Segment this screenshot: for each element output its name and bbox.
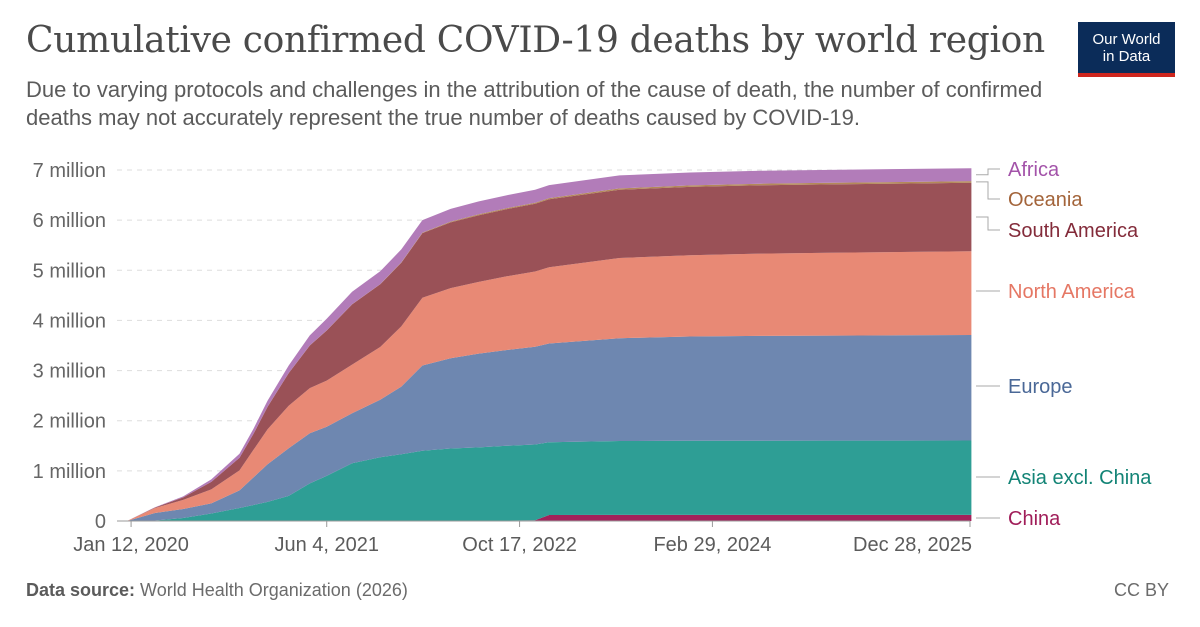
page-subtitle: Due to varying protocols and challenges …	[26, 77, 1043, 130]
x-tick-label: Jan 12, 2020	[73, 534, 189, 556]
x-axis: Jan 12, 2020 Jun 4, 2021 Oct 17, 2022 Feb 2…	[73, 520, 972, 556]
legend-label-asia-excl-china: Asia excl. China	[1008, 467, 1152, 489]
x-tick-label: Dec 28, 2025	[853, 534, 972, 556]
area-series	[126, 168, 972, 521]
stacked-area-chart[interactable]: 0 1 million 2 million 3 million 4 million 5 m…	[0, 0, 1200, 560]
license-link[interactable]: CC BY	[1113, 580, 1169, 600]
legend-connector	[976, 168, 1000, 176]
legend-label-north-america: North America	[1008, 281, 1136, 303]
logo-line-1: Our World	[1092, 31, 1161, 48]
legend-label-europe: Europe	[1008, 376, 1073, 398]
y-tick-label: 3 million	[33, 361, 106, 383]
y-tick-label: 5 million	[33, 260, 106, 282]
legend-label-oceania: Oceania	[1008, 189, 1083, 211]
data-source-label: Data source:	[26, 580, 136, 600]
y-tick-label: 6 million	[33, 210, 106, 232]
y-tick-label: 7 million	[33, 160, 106, 182]
y-tick-label: 1 million	[33, 461, 106, 483]
y-tick-label: 0	[95, 511, 106, 533]
area-north-america	[126, 251, 972, 521]
data-source-text: World Health Organization (2026)	[135, 580, 408, 600]
legend-connector	[976, 216, 1000, 231]
x-tick-label: Feb 29, 2024	[653, 534, 771, 556]
legend: Africa Oceania South America North America E…	[976, 159, 1152, 530]
data-source: Data source: World Health Organization (…	[26, 580, 408, 601]
area-south-america	[126, 182, 972, 521]
logo-line-2: in Data	[1102, 48, 1151, 65]
page-title: Cumulative confirmed COVID-19 deaths by …	[26, 20, 1045, 61]
x-tick-label: Jun 4, 2021	[274, 534, 379, 556]
legend-connector	[976, 181, 1000, 200]
owid-logo[interactable]: Our World in Data	[1078, 22, 1175, 77]
y-axis: 0 1 million 2 million 3 million 4 million 5 m…	[33, 160, 106, 533]
legend-label-africa: Africa	[1008, 159, 1060, 181]
legend-label-china: China	[1008, 508, 1061, 530]
y-tick-label: 2 million	[33, 411, 106, 433]
area-china	[126, 514, 972, 521]
x-tick-label: Oct 17, 2022	[462, 534, 577, 556]
area-europe	[126, 335, 972, 521]
legend-label-south-america: South America	[1008, 220, 1139, 242]
y-tick-label: 4 million	[33, 310, 106, 332]
area-asia-excl-china	[126, 440, 972, 521]
